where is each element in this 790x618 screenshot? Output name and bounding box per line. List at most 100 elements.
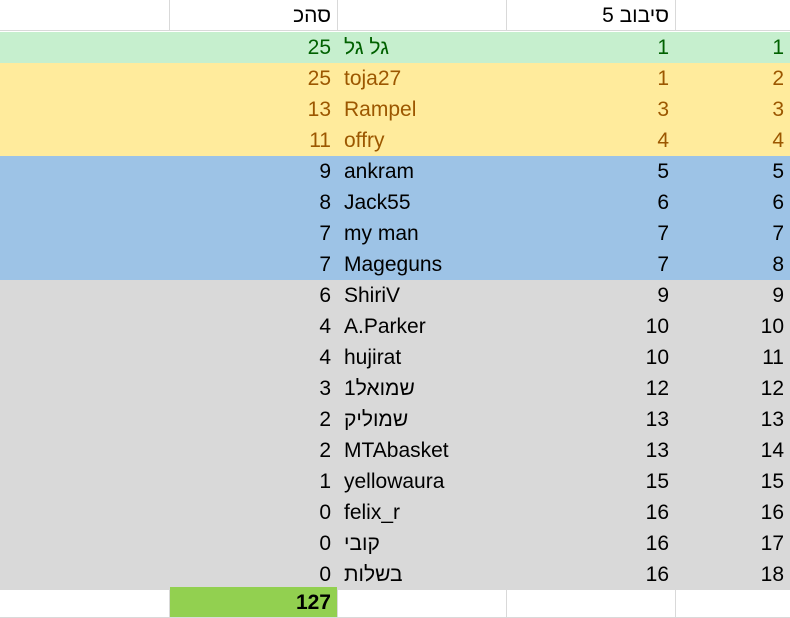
- round-rank-cell[interactable]: 16: [645, 563, 669, 586]
- score-cell[interactable]: 2: [319, 408, 331, 431]
- round-rank-cell[interactable]: 4: [657, 129, 669, 152]
- score-cell[interactable]: 0: [319, 563, 331, 586]
- rank-cell[interactable]: 8: [772, 253, 784, 276]
- rank-cell[interactable]: 17: [760, 532, 784, 555]
- score-cell[interactable]: 8: [319, 191, 331, 214]
- rank-cell[interactable]: 7: [772, 222, 784, 245]
- cell-blank[interactable]: [0, 435, 170, 466]
- cell-blank[interactable]: [0, 528, 170, 559]
- name-cell[interactable]: my man: [344, 222, 419, 245]
- round-rank-cell[interactable]: 1: [657, 36, 669, 59]
- score-cell[interactable]: 3: [319, 377, 331, 400]
- cell-blank[interactable]: [0, 32, 170, 63]
- name-cell[interactable]: offry: [344, 129, 385, 152]
- total-cell-blank[interactable]: [676, 587, 790, 618]
- round-rank-cell[interactable]: 3: [657, 98, 669, 121]
- round-rank-cell[interactable]: 1: [657, 67, 669, 90]
- round-rank-cell[interactable]: 6: [657, 191, 669, 214]
- name-cell[interactable]: ShiriV: [344, 284, 401, 307]
- rank-cell[interactable]: 1: [772, 36, 784, 59]
- cell-blank[interactable]: [0, 249, 170, 280]
- name-cell[interactable]: hujirat: [344, 346, 402, 369]
- cell-blank[interactable]: [0, 466, 170, 497]
- rank-cell[interactable]: 16: [760, 501, 784, 524]
- name-cell[interactable]: yellowaura: [344, 470, 445, 493]
- cell-blank[interactable]: [0, 311, 170, 342]
- total-cell-blank[interactable]: [0, 587, 170, 618]
- round-rank-cell[interactable]: 10: [645, 346, 669, 369]
- round-rank-cell[interactable]: 7: [657, 222, 669, 245]
- total-score[interactable]: 127: [170, 587, 338, 618]
- score-cell[interactable]: 0: [319, 501, 331, 524]
- rank-cell[interactable]: 10: [760, 315, 784, 338]
- round-rank-cell[interactable]: 16: [645, 532, 669, 555]
- name-cell[interactable]: שמוליק: [344, 408, 409, 431]
- round-rank-cell[interactable]: 9: [657, 284, 669, 307]
- cell-blank[interactable]: [0, 497, 170, 528]
- rank-cell[interactable]: 11: [762, 346, 784, 369]
- name-cell[interactable]: A.Parker: [344, 315, 426, 338]
- cell-blank[interactable]: [0, 373, 170, 404]
- score-cell[interactable]: 9: [319, 160, 331, 183]
- name-cell[interactable]: toja27: [344, 67, 402, 90]
- score-cell[interactable]: 7: [319, 253, 331, 276]
- total-cell-blank[interactable]: [338, 587, 507, 618]
- name-cell[interactable]: קובי: [344, 532, 380, 555]
- cell-blank[interactable]: [0, 559, 170, 590]
- round-rank-cell[interactable]: 12: [645, 377, 669, 400]
- score-cell[interactable]: 2: [319, 439, 331, 462]
- cell-blank[interactable]: [0, 125, 170, 156]
- name-cell[interactable]: שמואל1: [344, 377, 415, 400]
- score-cell[interactable]: 1: [319, 470, 331, 493]
- score-cell[interactable]: 4: [319, 346, 331, 369]
- score-cell[interactable]: 25: [307, 36, 331, 59]
- round-rank-cell[interactable]: 7: [657, 253, 669, 276]
- name-cell[interactable]: felix_r: [344, 501, 401, 524]
- score-cell[interactable]: 7: [319, 222, 331, 245]
- cell-blank[interactable]: [0, 187, 170, 218]
- cell-blank[interactable]: [0, 94, 170, 125]
- name-cell[interactable]: Rampel: [344, 98, 417, 121]
- score-cell[interactable]: 11: [309, 129, 331, 152]
- rank-cell[interactable]: 13: [760, 408, 784, 431]
- header-round[interactable]: סיבוב 5: [507, 0, 676, 31]
- rank-cell[interactable]: 3: [772, 98, 784, 121]
- rank-cell[interactable]: 9: [772, 284, 784, 307]
- round-rank-cell[interactable]: 13: [645, 408, 669, 431]
- name-cell[interactable]: Jack55: [344, 191, 411, 214]
- name-cell[interactable]: Mageguns: [344, 253, 443, 276]
- score-cell[interactable]: 0: [319, 532, 331, 555]
- rank-cell[interactable]: 15: [760, 470, 784, 493]
- score-cell[interactable]: 6: [319, 284, 331, 307]
- round-rank-cell[interactable]: 13: [645, 439, 669, 462]
- name-cell[interactable]: ankram: [344, 160, 415, 183]
- header-cell-blank[interactable]: [676, 0, 790, 31]
- cell-blank[interactable]: [0, 63, 170, 94]
- cell-blank[interactable]: [0, 404, 170, 435]
- round-rank-cell[interactable]: 5: [657, 160, 669, 183]
- score-cell[interactable]: 25: [307, 67, 331, 90]
- round-rank-cell[interactable]: 16: [645, 501, 669, 524]
- cell-blank[interactable]: [0, 156, 170, 187]
- name-cell[interactable]: בשלות: [344, 563, 403, 586]
- name-cell[interactable]: גל גל: [344, 36, 390, 59]
- cell-blank[interactable]: [0, 342, 170, 373]
- rank-cell[interactable]: 5: [772, 160, 784, 183]
- rank-cell[interactable]: 2: [772, 67, 784, 90]
- rank-cell[interactable]: 12: [760, 377, 784, 400]
- total-cell-blank[interactable]: [507, 587, 676, 618]
- header-cell-blank[interactable]: [338, 0, 507, 31]
- round-rank-cell[interactable]: 10: [645, 315, 669, 338]
- rank-cell[interactable]: 6: [772, 191, 784, 214]
- rank-cell[interactable]: 14: [760, 439, 784, 462]
- cell-blank[interactable]: [0, 218, 170, 249]
- header-total[interactable]: סהכ: [170, 0, 338, 31]
- score-cell[interactable]: 13: [307, 98, 331, 121]
- cell-blank[interactable]: [0, 280, 170, 311]
- rank-cell[interactable]: 4: [772, 129, 784, 152]
- rank-cell[interactable]: 18: [760, 563, 784, 586]
- name-cell[interactable]: MTAbasket: [344, 439, 449, 462]
- score-cell[interactable]: 4: [319, 315, 331, 338]
- round-rank-cell[interactable]: 15: [645, 470, 669, 493]
- header-cell-blank[interactable]: [0, 0, 170, 31]
